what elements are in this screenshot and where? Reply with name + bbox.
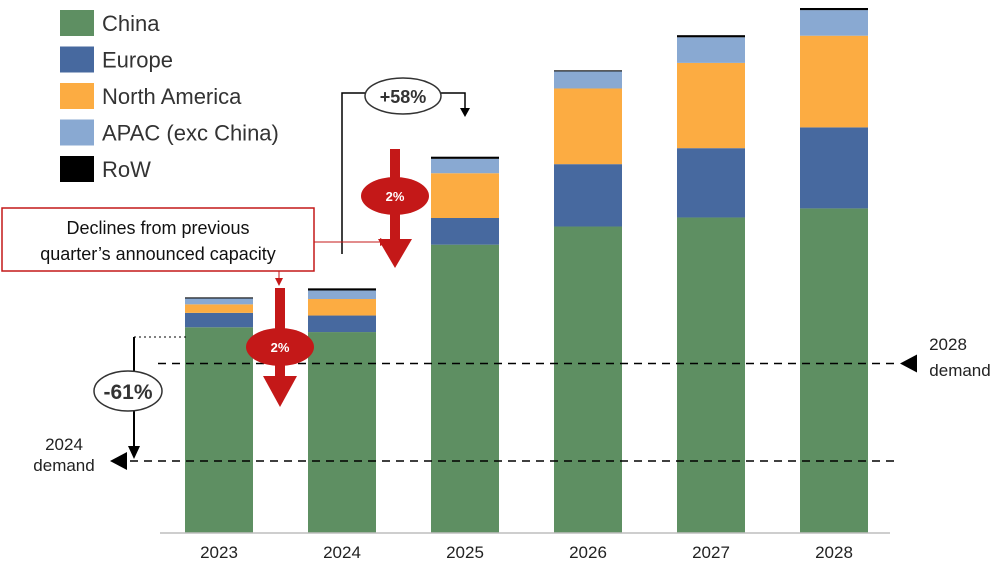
bar-2023-north-america (185, 304, 253, 313)
bar-2026-china (554, 226, 622, 533)
legend-label-1: Europe (102, 48, 173, 73)
bar-2027-europe (677, 148, 745, 218)
bar-2024-row (308, 288, 376, 291)
bar-2023-apac-exc-china (185, 298, 253, 305)
gap-label-bubble (93, 370, 163, 412)
bar-2026-apac-exc-china (554, 71, 622, 89)
bar-2025-north-america (431, 173, 499, 218)
growth-annotation: +58% (341, 77, 470, 254)
bars-layer (185, 7, 868, 534)
bar-2028-europe (800, 127, 868, 209)
growth-label: +58% (380, 87, 427, 107)
callout-box (1, 207, 315, 272)
gap-annotation: -61% (93, 336, 186, 459)
bar-2026-north-america (554, 88, 622, 165)
decline-arrow-2025-head (378, 239, 412, 268)
bar-2027-china (677, 217, 745, 534)
gap-label: -61% (103, 381, 152, 404)
decline-badge-2023 (246, 328, 314, 366)
decline-badge-2025 (361, 177, 429, 215)
bar-2025-china (431, 244, 499, 533)
decline-arrow-2023-head (263, 376, 297, 407)
bar-2025-europe (431, 217, 499, 245)
x-tick-label-2026: 2026 (569, 543, 607, 562)
reference-2028-demand: 2028 demand (158, 335, 991, 380)
legend-swatch-3 (60, 119, 94, 146)
growth-arrow-head (460, 108, 470, 117)
bar-2028-row (800, 7, 868, 11)
callout-leader-down-head (275, 278, 283, 286)
growth-label-bubble (364, 77, 442, 115)
x-tick-label-2028: 2028 (815, 543, 853, 562)
reference-2028-marker (900, 354, 917, 373)
reference-2024-demand: 2024 demand (33, 435, 895, 475)
bar-2028-apac-exc-china (800, 10, 868, 36)
legend-swatch-4 (60, 156, 94, 182)
legend-label-0: China (102, 11, 160, 36)
gap-arrow-head (128, 446, 140, 459)
callout-text-line2: quarter’s announced capacity (40, 244, 276, 264)
bar-2024-north-america (308, 299, 376, 316)
reference-2024-label-line1: 2024 (45, 435, 83, 454)
decline-callout: Declines from previous quarter’s announc… (1, 207, 388, 286)
bar-2028-china (800, 208, 868, 533)
legend-label-2: North America (102, 84, 242, 109)
reference-2028-label-line2: demand (929, 361, 990, 380)
decline-badge-2023-label: 2% (271, 340, 290, 355)
bar-2025-apac-exc-china (431, 158, 499, 174)
x-tick-label-2023: 2023 (200, 543, 238, 562)
x-tick-label-2024: 2024 (323, 543, 361, 562)
legend-swatch-1 (60, 46, 94, 73)
bar-2023-china (185, 327, 253, 533)
legend: China Europe North America APAC (exc China)… (60, 10, 279, 182)
bar-2023-row (185, 297, 253, 299)
bar-2027-apac-exc-china (677, 37, 745, 63)
bar-2026-europe (554, 164, 622, 227)
x-axis-ticks: 2023 2024 2025 2026 2027 2028 (200, 543, 853, 562)
bar-2027-row (677, 35, 745, 38)
reference-2028-label-line1: 2028 (929, 335, 967, 354)
bar-2024-europe (308, 315, 376, 333)
bar-2027-north-america (677, 62, 745, 149)
bar-2026-row (554, 70, 622, 72)
x-tick-label-2027: 2027 (692, 543, 730, 562)
reference-2024-label-line2: demand (33, 456, 94, 475)
bar-2028-north-america (800, 35, 868, 128)
bar-2023-europe (185, 312, 253, 328)
bar-2024-apac-exc-china (308, 290, 376, 300)
bar-2025-row (431, 156, 499, 159)
legend-label-3: APAC (exc China) (102, 121, 279, 146)
decline-arrow-2025: 2% (361, 149, 429, 268)
decline-arrow-2023: 2% (246, 288, 314, 407)
decline-badge-2025-label: 2% (386, 189, 405, 204)
reference-2024-marker (110, 452, 127, 471)
legend-swatch-2 (60, 83, 94, 109)
callout-text-line1: Declines from previous (66, 218, 249, 238)
x-tick-label-2025: 2025 (446, 543, 484, 562)
legend-swatch-0 (60, 10, 94, 36)
legend-label-4: RoW (102, 157, 151, 182)
bar-2024-china (308, 332, 376, 533)
